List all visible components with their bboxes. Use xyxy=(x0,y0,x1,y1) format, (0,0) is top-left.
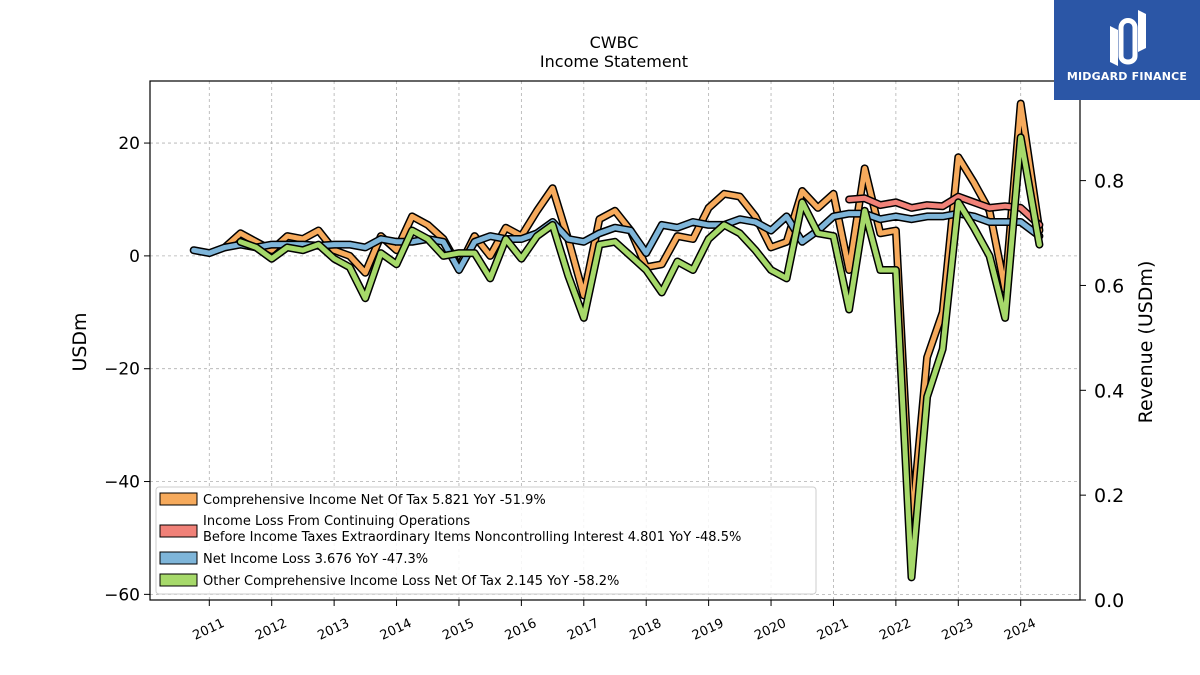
legend-swatch-income-loss-continuing xyxy=(159,524,198,538)
x-tick-label: 2018 xyxy=(628,616,664,644)
y2-tick-label: 0.4 xyxy=(1094,380,1124,402)
legend-swatch-other-comprehensive-income xyxy=(159,573,198,587)
chart-subtitle: Income Statement xyxy=(540,52,688,71)
legend-label-other-comprehensive-income: Other Comprehensive Income Loss Net Of T… xyxy=(203,574,619,589)
x-tick-label: 2017 xyxy=(565,616,601,644)
brand-logo-text: MIDGARD FINANCE xyxy=(1066,70,1188,83)
plot-frame xyxy=(149,80,1081,601)
x-tick-label: 2014 xyxy=(378,616,414,644)
x-tick-label: 2021 xyxy=(815,616,851,644)
series-line xyxy=(846,194,1042,228)
x-axis: 2011 2012 2013 2014 2015 2016 2017 2018 2019 2020… xyxy=(191,600,1038,644)
y-tick-label: 0 xyxy=(129,247,140,267)
y2-axis-label: Revenue (USDm) xyxy=(1135,261,1157,424)
y-tick-label: −40 xyxy=(104,473,140,493)
y-axis-left: −60 −40 −20 0 20 xyxy=(104,134,150,605)
x-tick-label: 2022 xyxy=(877,616,913,644)
legend-swatch-net-income-loss xyxy=(159,551,198,565)
chart-title: CWBC xyxy=(590,33,639,52)
y2-tick-label: 0.6 xyxy=(1094,275,1124,297)
y2-tick-label: 0.2 xyxy=(1094,485,1124,507)
series-layer xyxy=(189,99,1044,582)
legend-box xyxy=(155,486,817,595)
x-tick-label: 2015 xyxy=(440,616,476,644)
series-line xyxy=(222,101,1042,530)
series-line xyxy=(191,211,1042,273)
y-axis-right: 0.0 0.2 0.4 0.6 0.8 xyxy=(1080,171,1124,612)
x-tick-label: 2023 xyxy=(940,616,976,644)
legend-label-comprehensive-income: Comprehensive Income Net Of Tax 5.821 Yo… xyxy=(203,493,546,508)
y2-tick-label: 0.0 xyxy=(1094,590,1124,612)
legend-label-income-loss-continuing-line2: Before Income Taxes Extraordinary Items … xyxy=(203,530,741,545)
series-income-loss-from-continuing-operations xyxy=(845,192,1044,229)
y-tick-label: −20 xyxy=(104,360,140,380)
midgard-logo-mark-icon xyxy=(1110,10,1146,66)
y-tick-label: 20 xyxy=(118,134,140,154)
series-other-comprehensive-income-loss-net-of-tax xyxy=(236,133,1044,582)
x-tick-label: 2016 xyxy=(503,616,539,644)
brand-logo: MIDGARD FINANCE xyxy=(1054,0,1200,100)
x-tick-label: 2013 xyxy=(315,616,351,644)
x-tick-label: 2020 xyxy=(752,616,788,644)
series-net-income-loss xyxy=(189,209,1044,274)
legend: Comprehensive Income Net Of Tax 5.821 Yo… xyxy=(155,486,817,595)
x-tick-label: 2011 xyxy=(191,616,227,644)
series-line xyxy=(238,134,1042,580)
series-comprehensive-income-net-of-tax xyxy=(220,99,1044,531)
x-tick-label: 2012 xyxy=(253,616,289,644)
legend-swatch-comprehensive-income xyxy=(159,492,198,506)
y-tick-label: −60 xyxy=(104,585,140,605)
x-tick-label: 2019 xyxy=(690,616,726,644)
y2-tick-label: 0.8 xyxy=(1094,171,1124,193)
legend-label-income-loss-continuing-line1: Income Loss From Continuing Operations xyxy=(203,514,470,529)
x-tick-label: 2024 xyxy=(1002,616,1038,644)
y-axis-label: USDm xyxy=(69,312,91,371)
legend-label-net-income-loss: Net Income Loss 3.676 YoY -47.3% xyxy=(203,552,428,567)
